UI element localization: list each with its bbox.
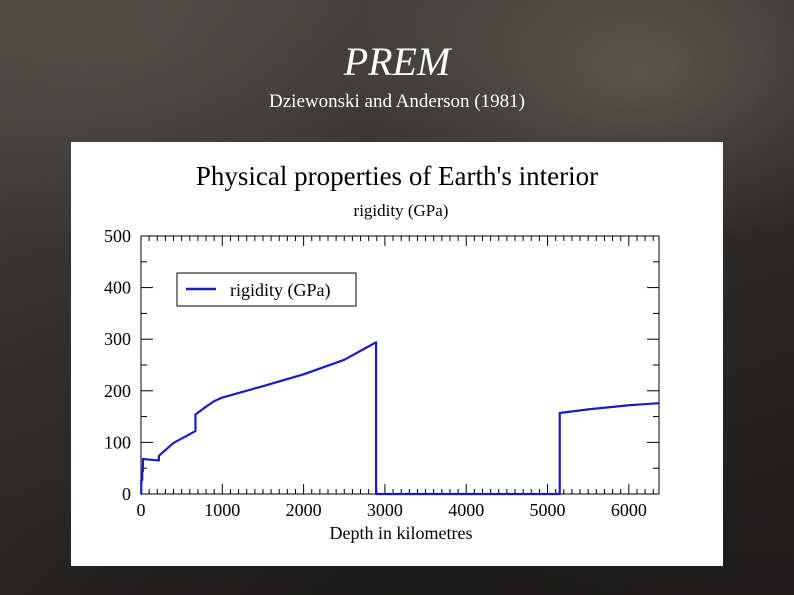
x-tick-label: 1000 bbox=[204, 500, 240, 520]
tick-labels: 0 1000 2000 3000 4000 5000 6000 0 100 200 300 400 50… bbox=[104, 226, 647, 520]
x-tick-label: 0 bbox=[137, 500, 146, 520]
y-tick-label: 300 bbox=[104, 329, 131, 349]
x-tick-label: 2000 bbox=[286, 500, 322, 520]
y-tick-label: 100 bbox=[104, 432, 131, 452]
slide-subtitle: Dziewonski and Anderson (1981) bbox=[269, 91, 525, 112]
y-tick-label: 200 bbox=[104, 381, 131, 401]
rigidity-chart: Physical properties of Earth's interior … bbox=[104, 161, 660, 543]
x-tick-label: 6000 bbox=[611, 500, 647, 520]
chart-title: Physical properties of Earth's interior bbox=[196, 161, 598, 191]
x-tick-label: 4000 bbox=[448, 500, 484, 520]
y-tick-label: 400 bbox=[104, 278, 131, 298]
y-tick-label: 0 bbox=[122, 484, 131, 504]
series-lines bbox=[140, 341, 660, 496]
slide-title: PREM bbox=[343, 39, 451, 84]
chart-subtitle: rigidity (GPa) bbox=[354, 201, 449, 220]
tick-marks bbox=[140, 235, 659, 495]
y-tick-label: 500 bbox=[104, 226, 131, 246]
legend-entry: rigidity (GPa) bbox=[230, 280, 331, 301]
x-tick-label: 5000 bbox=[530, 500, 566, 520]
series-line-0 bbox=[140, 341, 660, 496]
legend: rigidity (GPa) bbox=[176, 272, 357, 307]
x-axis-label: Depth in kilometres bbox=[330, 523, 473, 543]
x-tick-label: 3000 bbox=[367, 500, 403, 520]
chart-figure: Physical properties of Earth's interior … bbox=[71, 142, 723, 566]
